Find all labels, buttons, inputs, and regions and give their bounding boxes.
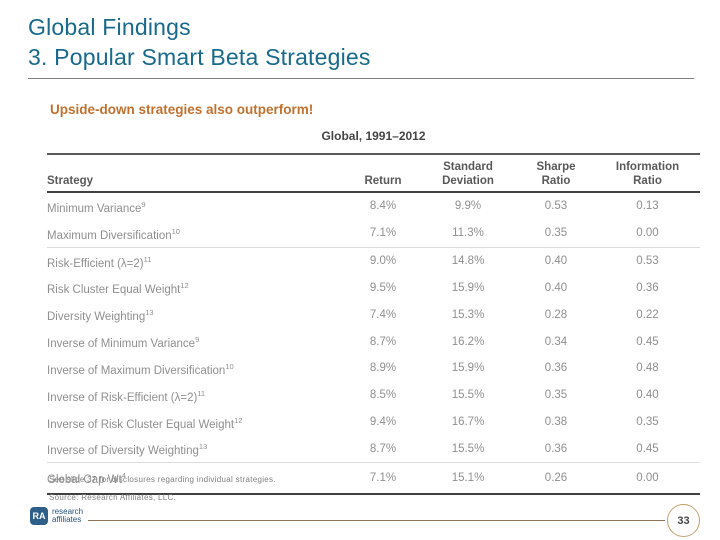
metric-value: 16.2% [451, 335, 485, 348]
metric-value: 7.1% [347, 462, 419, 496]
metric-value: 0.22 [636, 308, 659, 321]
column-header-sharpe-ratio: Sharpe Ratio [517, 153, 595, 193]
title-divider [28, 78, 694, 79]
metric-value: 0.53 [544, 200, 568, 213]
table-header: Strategy Return Standard Deviation Sharpe R… [47, 153, 700, 193]
footnote-disclosure: See slide 37 for disclosures regarding i… [49, 475, 276, 484]
metric-value: 0.26 [517, 462, 595, 496]
table-row: Minimum Variance9 8.4% 9.9% 0.53 0.13 [47, 192, 700, 220]
metric-value: 0.45 [636, 335, 659, 348]
table-row: Inverse of Risk Cluster Equal Weight12 9.… [47, 409, 700, 436]
table-row: Diversity Weighting13 7.4% 15.3% 0.28 0.22 [47, 301, 700, 328]
metric-value: 7.1% [369, 227, 397, 240]
title-line-1: Global Findings [28, 14, 191, 40]
table-row: Risk-Efficient (λ=2)11 9.0% 14.8% 0.40 0.53 [47, 246, 700, 275]
strategy-name: Risk Cluster Equal Weight12 [47, 281, 189, 297]
metric-value: 15.9% [451, 281, 485, 294]
metric-value: 8.4% [369, 200, 397, 213]
metric-value: 0.45 [636, 442, 659, 455]
column-header-return: Return [347, 153, 419, 193]
metric-value: 15.3% [451, 308, 485, 321]
metric-value: 7.4% [369, 308, 397, 321]
strategy-name: Global Cap Wt4 [47, 462, 347, 496]
strategy-name: Inverse of Risk-Efficient (λ=2)11 [47, 388, 206, 404]
metric-value: 0.40 [517, 246, 595, 275]
metric-value: 15.1% [419, 462, 517, 496]
metric-value: 0.40 [544, 281, 568, 294]
metric-value: 15.5% [451, 442, 485, 455]
strategy-name: Inverse of Diversity Weighting13 [47, 442, 208, 458]
strategy-name: Inverse of Risk Cluster Equal Weight12 [47, 415, 243, 431]
table-row: Inverse of Minimum Variance9 8.7% 16.2% 0.3… [47, 328, 700, 355]
metric-value: 0.48 [636, 362, 659, 375]
metric-value: 0.36 [544, 442, 568, 455]
metric-value: 9.5% [369, 281, 397, 294]
logo-text-line-2: affiliates [52, 515, 82, 524]
metric-value: 0.13 [636, 200, 659, 213]
strategy-name: Maximum Diversification10 [47, 226, 180, 242]
footer-divider [88, 520, 665, 521]
metric-value: 11.3% [452, 227, 484, 240]
metric-value: 9.4% [369, 416, 397, 429]
logo-icon: RA [30, 507, 48, 525]
metric-value: 0.00 [636, 227, 659, 240]
table-row: Global Cap Wt4 7.1% 15.1% 0.26 0.00 [47, 462, 700, 496]
research-affiliates-logo: RA research affiliates [30, 507, 83, 525]
title-line-2: 3. Popular Smart Beta Strategies [28, 44, 371, 70]
metric-value: 8.7% [369, 442, 397, 455]
strategies-table: Strategy Return Standard Deviation Sharpe R… [47, 153, 700, 496]
metric-value: 0.35 [636, 416, 659, 429]
table-row: Inverse of Risk-Efficient (λ=2)11 8.5% 15.… [47, 382, 700, 409]
metric-value: 8.9% [369, 362, 397, 375]
strategy-name: Risk-Efficient (λ=2)11 [47, 246, 347, 275]
metric-value: 0.53 [595, 246, 700, 275]
metric-value: 0.40 [636, 389, 659, 402]
metric-value: 16.7% [451, 416, 485, 429]
strategy-name: Minimum Variance9 [47, 200, 146, 215]
metric-value: 0.38 [544, 416, 568, 429]
metric-value: 0.35 [544, 389, 568, 402]
table-title: Global, 1991–2012 [321, 129, 426, 143]
table-row: Maximum Diversification10 7.1% 11.3% 0.35 0.… [47, 220, 700, 247]
metric-value: 0.28 [544, 308, 568, 321]
metric-value: 9.9% [454, 200, 482, 213]
metric-value: 8.7% [369, 335, 397, 348]
logo-text: research affiliates [52, 506, 84, 525]
metric-value: 0.36 [544, 362, 568, 375]
metric-value: 15.9% [451, 362, 485, 375]
table-row: Risk Cluster Equal Weight12 9.5% 15.9% 0.40… [47, 274, 700, 301]
slide-title: Global Findings 3. Popular Smart Beta St… [28, 12, 371, 72]
footnote-source: Source: Research Affiliates, LLC. [49, 493, 177, 502]
metric-value: 0.35 [544, 227, 568, 240]
column-header-information-ratio: Information Ratio [595, 153, 700, 193]
table-section: Global, 1991–2012 Strategy Return Standard… [47, 129, 700, 496]
page-number-badge: 33 [667, 504, 700, 537]
column-header-standard-deviation: Standard Deviation [419, 153, 517, 193]
strategy-name: Inverse of Minimum Variance9 [47, 335, 200, 350]
footnotes: See slide 37 for disclosures regarding i… [49, 471, 276, 507]
metric-value: 0.34 [544, 335, 568, 348]
table-row: Inverse of Diversity Weighting13 8.7% 15.5… [47, 435, 700, 462]
page-number: 33 [677, 514, 690, 527]
metric-value: 15.5% [451, 389, 485, 402]
metric-value: 0.36 [636, 281, 659, 294]
column-header-strategy: Strategy [47, 153, 347, 193]
metric-value: 14.8% [419, 246, 517, 275]
table-row: Inverse of Maximum Diversification10 8.9%… [47, 355, 700, 382]
metric-value: 0.00 [595, 462, 700, 496]
logo-text-line-1: research [52, 506, 84, 516]
metric-value: 9.0% [347, 246, 419, 275]
metric-value: 8.5% [369, 389, 397, 402]
strategy-name: Inverse of Maximum Diversification10 [47, 361, 234, 377]
strategy-name: Diversity Weighting13 [47, 308, 154, 324]
subtitle: Upside-down strategies also outperform! [50, 102, 314, 117]
